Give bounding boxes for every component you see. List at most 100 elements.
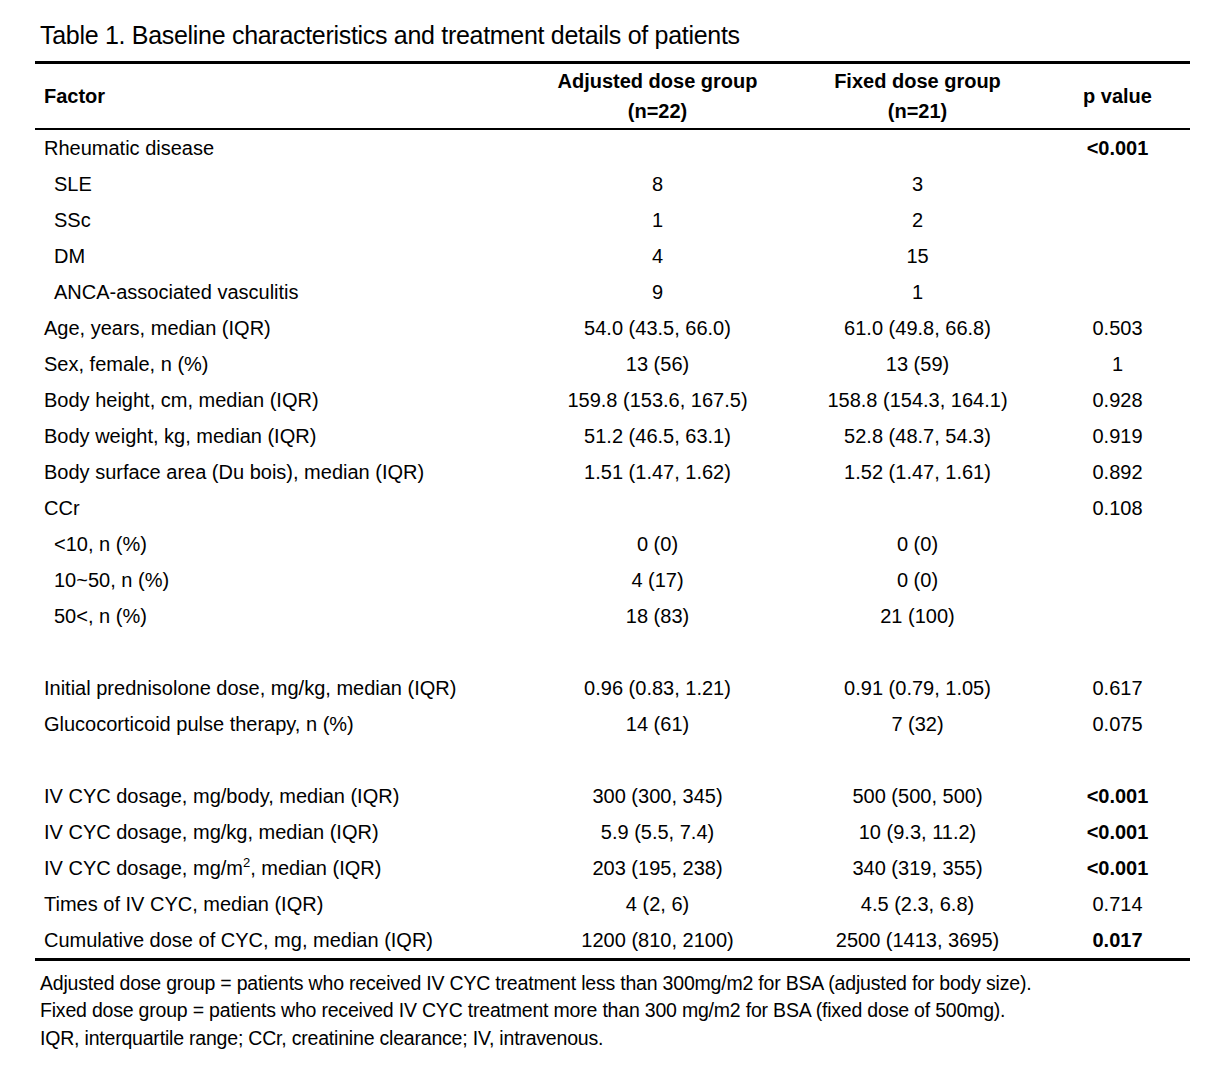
p-value-cell: 0.919 xyxy=(1045,418,1190,454)
column-header-adjusted-dose-group: Adjusted dose group (n=22) xyxy=(525,63,790,129)
fixed-group-value-cell: 2500 (1413, 3695) xyxy=(790,922,1045,960)
baseline-characteristics-table: Factor Adjusted dose group (n=22) Fixed … xyxy=(35,61,1190,961)
adjusted-group-value-cell: 54.0 (43.5, 66.0) xyxy=(525,310,790,346)
factor-cell: Body surface area (Du bois), median (IQR… xyxy=(35,454,525,490)
p-value-cell xyxy=(1045,562,1190,598)
fixed-group-value-cell: 15 xyxy=(790,238,1045,274)
adjusted-group-value-cell: 4 (17) xyxy=(525,562,790,598)
table-row: CCr 0.108 xyxy=(35,490,1190,526)
p-value-cell: 0.928 xyxy=(1045,382,1190,418)
spacer-cell xyxy=(35,742,1190,778)
adjusted-group-value-cell: 300 (300, 345) xyxy=(525,778,790,814)
table-row: IV CYC dosage, mg/kg, median (IQR)5.9 (5… xyxy=(35,814,1190,850)
table-row: SSc12 xyxy=(35,202,1190,238)
column-header-fixed-line1: Fixed dose group xyxy=(790,66,1045,96)
factor-cell: CCr xyxy=(35,490,525,526)
spacer-row xyxy=(35,634,1190,670)
factor-cell: Sex, female, n (%) xyxy=(35,346,525,382)
table-row: Glucocorticoid pulse therapy, n (%)14 (6… xyxy=(35,706,1190,742)
fixed-group-value-cell xyxy=(790,129,1045,166)
p-value-cell: 0.108 xyxy=(1045,490,1190,526)
column-header-p-value: p value xyxy=(1045,63,1190,129)
column-header-factor: Factor xyxy=(35,63,525,129)
adjusted-group-value-cell: 1.51 (1.47, 1.62) xyxy=(525,454,790,490)
column-header-adjusted-line2: (n=22) xyxy=(525,96,790,126)
fixed-group-value-cell: 7 (32) xyxy=(790,706,1045,742)
p-value-cell: <0.001 xyxy=(1045,814,1190,850)
footnote-abbreviations: IQR, interquartile range; CCr, creatinin… xyxy=(40,1025,1190,1053)
fixed-group-value-cell: 0 (0) xyxy=(790,526,1045,562)
p-value-cell xyxy=(1045,166,1190,202)
table-row: ANCA-associated vasculitis91 xyxy=(35,274,1190,310)
p-value-cell xyxy=(1045,526,1190,562)
factor-cell: Times of IV CYC, median (IQR) xyxy=(35,886,525,922)
factor-cell: Initial prednisolone dose, mg/kg, median… xyxy=(35,670,525,706)
table-row: Sex, female, n (%)13 (56)13 (59)1 xyxy=(35,346,1190,382)
footnote-adjusted-definition: Adjusted dose group = patients who recei… xyxy=(40,970,1190,998)
adjusted-group-value-cell: 9 xyxy=(525,274,790,310)
adjusted-group-value-cell: 1200 (810, 2100) xyxy=(525,922,790,960)
fixed-group-value-cell: 340 (319, 355) xyxy=(790,850,1045,886)
adjusted-group-value-cell: 203 (195, 238) xyxy=(525,850,790,886)
fixed-group-value-cell: 500 (500, 500) xyxy=(790,778,1045,814)
factor-cell: IV CYC dosage, mg/kg, median (IQR) xyxy=(35,814,525,850)
factor-cell: Body height, cm, median (IQR) xyxy=(35,382,525,418)
table-row: 50<, n (%)18 (83)21 (100) xyxy=(35,598,1190,634)
fixed-group-value-cell: 0.91 (0.79, 1.05) xyxy=(790,670,1045,706)
fixed-group-value-cell: 61.0 (49.8, 66.8) xyxy=(790,310,1045,346)
table-header: Factor Adjusted dose group (n=22) Fixed … xyxy=(35,63,1190,129)
table-row: SLE83 xyxy=(35,166,1190,202)
table-row: IV CYC dosage, mg/body, median (IQR)300 … xyxy=(35,778,1190,814)
fixed-group-value-cell: 52.8 (48.7, 54.3) xyxy=(790,418,1045,454)
p-value-cell xyxy=(1045,238,1190,274)
factor-cell: Age, years, median (IQR) xyxy=(35,310,525,346)
footnotes: Adjusted dose group = patients who recei… xyxy=(40,970,1190,1053)
factor-cell: <10, n (%) xyxy=(35,526,525,562)
adjusted-group-value-cell: 4 (2, 6) xyxy=(525,886,790,922)
spacer-cell xyxy=(35,634,1190,670)
adjusted-group-value-cell: 0 (0) xyxy=(525,526,790,562)
table-row: IV CYC dosage, mg/m2, median (IQR)203 (1… xyxy=(35,850,1190,886)
fixed-group-value-cell: 1.52 (1.47, 1.61) xyxy=(790,454,1045,490)
fixed-group-value-cell: 0 (0) xyxy=(790,562,1045,598)
table-title: Table 1. Baseline characteristics and tr… xyxy=(40,21,1190,50)
p-value-cell: 1 xyxy=(1045,346,1190,382)
fixed-group-value-cell: 13 (59) xyxy=(790,346,1045,382)
fixed-group-value-cell: 21 (100) xyxy=(790,598,1045,634)
superscript: 2 xyxy=(243,855,250,870)
factor-cell: Cumulative dose of CYC, mg, median (IQR) xyxy=(35,922,525,960)
column-header-fixed-dose-group: Fixed dose group (n=21) xyxy=(790,63,1045,129)
factor-cell: SLE xyxy=(35,166,525,202)
adjusted-group-value-cell: 51.2 (46.5, 63.1) xyxy=(525,418,790,454)
p-value-cell xyxy=(1045,274,1190,310)
p-value-cell: 0.075 xyxy=(1045,706,1190,742)
fixed-group-value-cell: 1 xyxy=(790,274,1045,310)
adjusted-group-value-cell: 8 xyxy=(525,166,790,202)
factor-cell: SSc xyxy=(35,202,525,238)
p-value-cell: <0.001 xyxy=(1045,778,1190,814)
p-value-cell: <0.001 xyxy=(1045,850,1190,886)
factor-cell: Body weight, kg, median (IQR) xyxy=(35,418,525,454)
factor-cell: Rheumatic disease xyxy=(35,129,525,166)
fixed-group-value-cell: 158.8 (154.3, 164.1) xyxy=(790,382,1045,418)
p-value-cell: 0.892 xyxy=(1045,454,1190,490)
adjusted-group-value-cell: 0.96 (0.83, 1.21) xyxy=(525,670,790,706)
adjusted-group-value-cell: 5.9 (5.5, 7.4) xyxy=(525,814,790,850)
p-value-cell: 0.714 xyxy=(1045,886,1190,922)
table-row: <10, n (%)0 (0)0 (0) xyxy=(35,526,1190,562)
fixed-group-value-cell: 10 (9.3, 11.2) xyxy=(790,814,1045,850)
footnote-fixed-definition: Fixed dose group = patients who received… xyxy=(40,997,1190,1025)
adjusted-group-value-cell xyxy=(525,490,790,526)
table-row: Initial prednisolone dose, mg/kg, median… xyxy=(35,670,1190,706)
table-row: Rheumatic disease<0.001 xyxy=(35,129,1190,166)
column-header-adjusted-line1: Adjusted dose group xyxy=(525,66,790,96)
factor-cell: 50<, n (%) xyxy=(35,598,525,634)
p-value-cell: 0.503 xyxy=(1045,310,1190,346)
table-row: Age, years, median (IQR)54.0 (43.5, 66.0… xyxy=(35,310,1190,346)
adjusted-group-value-cell: 159.8 (153.6, 167.5) xyxy=(525,382,790,418)
adjusted-group-value-cell: 14 (61) xyxy=(525,706,790,742)
factor-cell: DM xyxy=(35,238,525,274)
adjusted-group-value-cell: 18 (83) xyxy=(525,598,790,634)
table-row: Body surface area (Du bois), median (IQR… xyxy=(35,454,1190,490)
adjusted-group-value-cell: 13 (56) xyxy=(525,346,790,382)
